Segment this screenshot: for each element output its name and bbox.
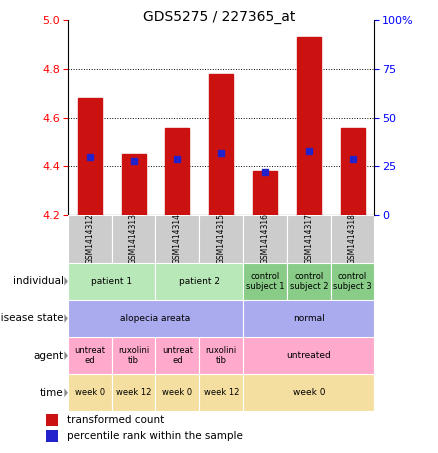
Text: control
subject 3: control subject 3 [333, 272, 372, 291]
Text: control
subject 2: control subject 2 [290, 272, 328, 291]
Bar [199, 215, 243, 263]
Text: GDS5275 / 227365_at: GDS5275 / 227365_at [143, 10, 295, 24]
Polygon shape [64, 314, 68, 323]
Text: untreated: untreated [286, 351, 331, 360]
Text: percentile rank within the sample: percentile rank within the sample [67, 431, 243, 441]
Text: GSM1414318: GSM1414318 [348, 213, 357, 265]
Text: week 0: week 0 [293, 388, 325, 397]
Bar [199, 337, 243, 374]
Bar [68, 263, 155, 300]
Text: time: time [40, 388, 64, 398]
Bar [297, 38, 321, 215]
Text: patient 1: patient 1 [91, 277, 132, 286]
Bar [253, 171, 277, 215]
Text: GSM1414314: GSM1414314 [173, 213, 182, 265]
Bar [243, 215, 287, 263]
Bar [243, 263, 287, 300]
Text: ruxolini
tib: ruxolini tib [118, 346, 149, 365]
Bar [112, 337, 155, 374]
Bar [243, 337, 374, 374]
Bar [287, 263, 331, 300]
Text: week 0: week 0 [75, 388, 105, 397]
Text: GSM1414315: GSM1414315 [217, 213, 226, 265]
Text: individual: individual [13, 276, 64, 286]
Bar [46, 430, 58, 442]
Text: transformed count: transformed count [67, 415, 164, 425]
Bar [155, 215, 199, 263]
Bar [112, 215, 155, 263]
Bar [78, 98, 102, 215]
Text: control
subject 1: control subject 1 [246, 272, 284, 291]
Text: GSM1414312: GSM1414312 [85, 213, 94, 265]
Bar [287, 215, 331, 263]
Polygon shape [64, 351, 68, 360]
Bar [166, 128, 190, 215]
Polygon shape [64, 388, 68, 397]
Text: alopecia areata: alopecia areata [120, 314, 191, 323]
Text: week 12: week 12 [204, 388, 239, 397]
Bar [46, 414, 58, 426]
Bar [331, 263, 374, 300]
Text: untreat
ed: untreat ed [74, 346, 105, 365]
Bar [209, 74, 233, 215]
Bar [68, 215, 112, 263]
Bar [331, 215, 374, 263]
Text: GSM1414317: GSM1414317 [304, 213, 313, 265]
Text: GSM1414313: GSM1414313 [129, 213, 138, 265]
Bar [155, 337, 199, 374]
Bar [68, 374, 112, 411]
Bar [199, 374, 243, 411]
Text: agent: agent [33, 351, 64, 361]
Bar [68, 300, 243, 337]
Text: ruxolini
tib: ruxolini tib [205, 346, 237, 365]
Bar [122, 154, 145, 215]
Text: normal: normal [293, 314, 325, 323]
Text: week 0: week 0 [162, 388, 192, 397]
Text: patient 2: patient 2 [179, 277, 220, 286]
Bar [155, 374, 199, 411]
Bar [341, 128, 364, 215]
Text: GSM1414316: GSM1414316 [261, 213, 269, 265]
Bar [112, 374, 155, 411]
Bar [243, 374, 374, 411]
Bar [243, 300, 374, 337]
Text: disease state: disease state [0, 313, 64, 323]
Text: untreat
ed: untreat ed [162, 346, 193, 365]
Bar [68, 337, 112, 374]
Bar [155, 263, 243, 300]
Text: week 12: week 12 [116, 388, 151, 397]
Polygon shape [64, 277, 68, 286]
